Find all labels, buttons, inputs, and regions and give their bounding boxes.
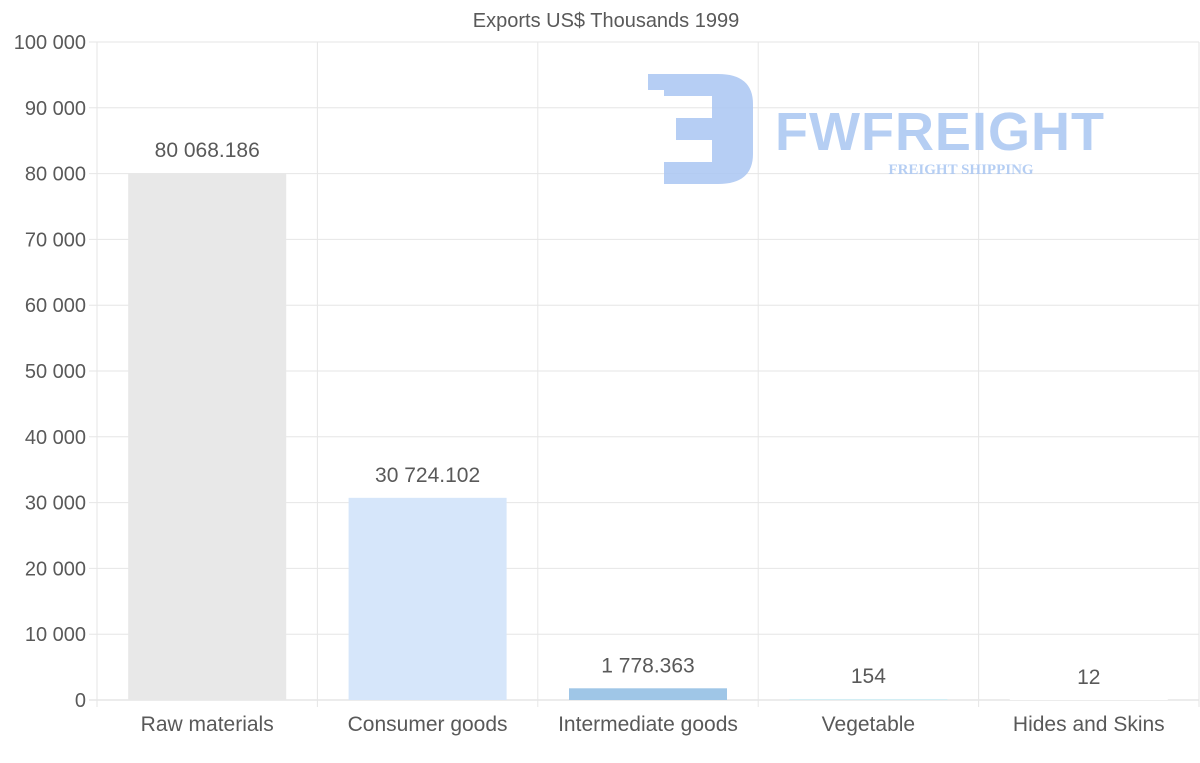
x-category-label: Raw materials xyxy=(141,713,274,736)
data-label: 80 068.186 xyxy=(155,139,260,162)
y-tick-label: 50 000 xyxy=(25,361,86,383)
y-tick-label: 10 000 xyxy=(25,624,86,646)
data-label: 154 xyxy=(851,665,886,688)
x-category-label: Consumer goods xyxy=(348,713,508,736)
data-label: 30 724.102 xyxy=(375,464,480,487)
y-tick-label: 70 000 xyxy=(25,229,86,251)
data-label: 12 xyxy=(1077,666,1100,689)
y-tick-label: 60 000 xyxy=(25,295,86,317)
y-tick-label: 100 000 xyxy=(14,32,86,54)
y-tick-label: 20 000 xyxy=(25,558,86,580)
bar-intermediate-goods[interactable] xyxy=(569,688,727,700)
y-tick-label: 90 000 xyxy=(25,98,86,120)
y-tick-label: 80 000 xyxy=(25,164,86,186)
data-labels: 80 068.186 30 724.102 1 778.363 154 12 xyxy=(155,139,1101,689)
y-tick-label: 0 xyxy=(75,690,86,712)
chart-title: Exports US$ Thousands 1999 xyxy=(473,10,739,32)
fw-logo-icon xyxy=(648,74,753,184)
x-axis-categories: Raw materials Consumer goods Intermediate … xyxy=(141,713,1165,736)
bars xyxy=(128,173,1168,700)
bar-raw-materials[interactable] xyxy=(128,173,287,700)
x-category-label: Vegetable xyxy=(822,713,915,736)
bar-vegetable[interactable] xyxy=(789,698,948,700)
x-category-label: Hides and Skins xyxy=(1013,713,1165,736)
data-label: 1 778.363 xyxy=(601,654,694,677)
watermark-tagline: FREIGHT SHIPPING xyxy=(888,162,1033,178)
watermark-logo: FWFREIGHT FREIGHT SHIPPING xyxy=(648,74,1105,184)
bar-consumer-goods[interactable] xyxy=(348,497,507,700)
y-tick-label: 40 000 xyxy=(25,427,86,449)
y-tick-label: 30 000 xyxy=(25,493,86,515)
x-category-label: Intermediate goods xyxy=(558,713,738,736)
bar-hides-and-skins[interactable] xyxy=(1009,699,1168,700)
watermark-brand: FWFREIGHT xyxy=(775,102,1105,162)
y-axis-ticks: 0 10 000 20 000 30 000 40 000 50 000 60 000 70 … xyxy=(14,32,86,712)
